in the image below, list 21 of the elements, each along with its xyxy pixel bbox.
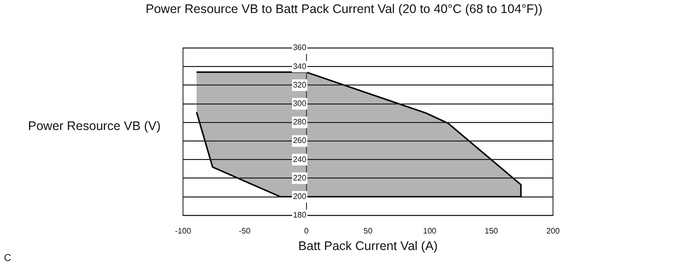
- y-tick-label: 320: [292, 80, 307, 90]
- x-tick-label: 150: [484, 226, 499, 236]
- y-tick-label: 180: [292, 210, 307, 220]
- x-tick-label: 100: [422, 226, 437, 236]
- x-tick-label: 50: [364, 226, 373, 236]
- y-tick-label: 340: [292, 62, 307, 71]
- y-axis-title: Power Resource VB (V): [28, 119, 161, 133]
- y-tick-label: 240: [292, 154, 307, 164]
- x-tick-label: -100: [174, 226, 192, 236]
- y-tick-label: 280: [292, 118, 307, 127]
- y-tick-label: 200: [292, 192, 307, 202]
- chart-title: Power Resource VB to Batt Pack Current Val (20 to 40°C (68 to 104°F)): [144, 2, 544, 16]
- x-axis-title: Batt Pack Current Val (A): [298, 238, 438, 253]
- y-tick-label: 220: [292, 173, 307, 182]
- y-tick-label: 260: [292, 136, 307, 146]
- x-tick-label: -50: [238, 226, 251, 236]
- text: C: [4, 253, 12, 264]
- x-tick-label: 200: [546, 226, 560, 236]
- y-tick-label: 360: [292, 43, 307, 52]
- x-tick-label: 0: [304, 226, 310, 236]
- y-tick-label: 300: [292, 99, 307, 108]
